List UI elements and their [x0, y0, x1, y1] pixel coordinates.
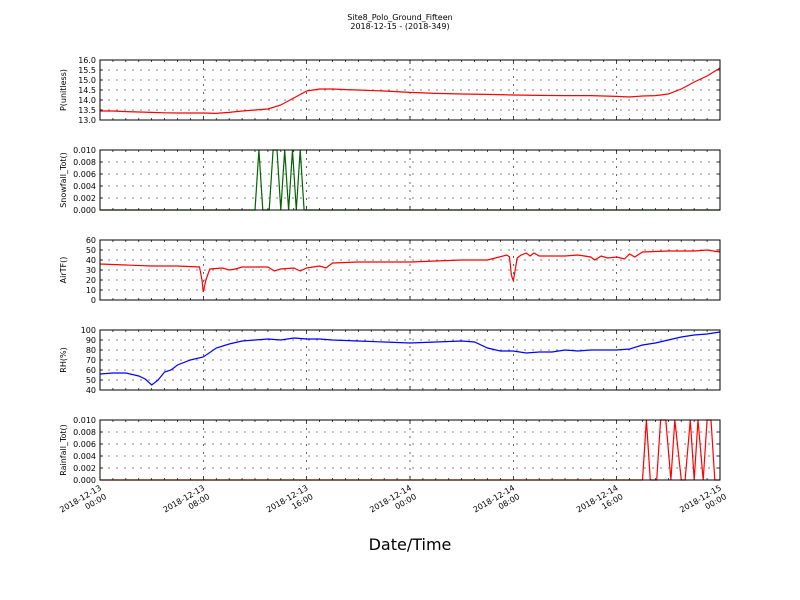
- y-tick-label: 40: [86, 386, 96, 395]
- y-tick-label: 20: [86, 276, 96, 285]
- y-tick-label: 30: [86, 266, 96, 275]
- y-tick-label: 0.004: [73, 452, 96, 461]
- y-tick-label: 14.5: [78, 86, 96, 95]
- series-line: [99, 331, 721, 386]
- y-tick-label: 0.002: [73, 464, 96, 473]
- chart-title: Site8_Polo_Ground_Fifteen: [347, 13, 452, 22]
- y-tick-label: 40: [86, 256, 96, 265]
- x-axis-label: Date/Time: [369, 535, 452, 554]
- chart-subtitle: 2018-12-15 - (2018-349): [350, 22, 449, 31]
- series-line: [99, 249, 721, 293]
- y-tick-label: 0.010: [73, 146, 96, 155]
- subplot-5: 0.000 0.002 0.004 0.006 0.008 0.010 Rainfall_T…: [59, 416, 721, 485]
- y-axis-label: AirTF(): [59, 257, 68, 284]
- plot-frame: [99, 239, 721, 301]
- y-tick-label: 13.5: [78, 106, 96, 115]
- y-tick-label: 10: [86, 286, 96, 295]
- y-tick-label: 70: [86, 356, 96, 365]
- plot-frame: [99, 59, 721, 121]
- y-tick-label: 15.5: [78, 66, 96, 75]
- y-tick-label: 15.0: [78, 76, 96, 85]
- subplot-2: 0.000 0.002 0.004 0.006 0.008 0.010 Snowfall_T…: [59, 146, 721, 215]
- y-tick-label: 16.0: [78, 56, 96, 65]
- y-tick-label: 0.000: [73, 476, 96, 485]
- y-axis-label: Rainfall_Tot(): [59, 424, 68, 476]
- series-line: [100, 67, 721, 115]
- y-tick-label: 13.0: [78, 116, 96, 125]
- y-tick-label: 90: [86, 336, 96, 345]
- y-tick-label: 100: [81, 326, 96, 335]
- plot-frame: [99, 149, 721, 211]
- y-tick-label: 0.010: [73, 416, 96, 425]
- y-tick-label: 14.0: [78, 96, 96, 105]
- y-tick-label: 0: [91, 296, 96, 305]
- y-axis-label: P(unitless): [59, 69, 68, 111]
- y-tick-label: 0.008: [73, 158, 96, 167]
- subplot-1: 13.013.514.014.515.015.516.0 P(unitless): [59, 56, 721, 125]
- y-tick-label: 80: [86, 346, 96, 355]
- y-axis-label: RH(%): [59, 347, 68, 372]
- y-tick-label: 50: [86, 376, 96, 385]
- y-tick-label: 0.006: [73, 440, 96, 449]
- y-tick-label: 60: [86, 236, 96, 245]
- y-tick-label: 60: [86, 366, 96, 375]
- y-tick-label: 0.002: [73, 194, 96, 203]
- y-tick-label: 0.004: [73, 182, 96, 191]
- y-axis-label: Snowfall_Tot(): [59, 152, 68, 208]
- y-tick-label: 0.008: [73, 428, 96, 437]
- y-tick-label: 0.006: [73, 170, 96, 179]
- plot-frame: [99, 419, 721, 481]
- y-tick-label: 50: [86, 246, 96, 255]
- plot-frame: [99, 329, 721, 391]
- y-tick-label: 0.000: [73, 206, 96, 215]
